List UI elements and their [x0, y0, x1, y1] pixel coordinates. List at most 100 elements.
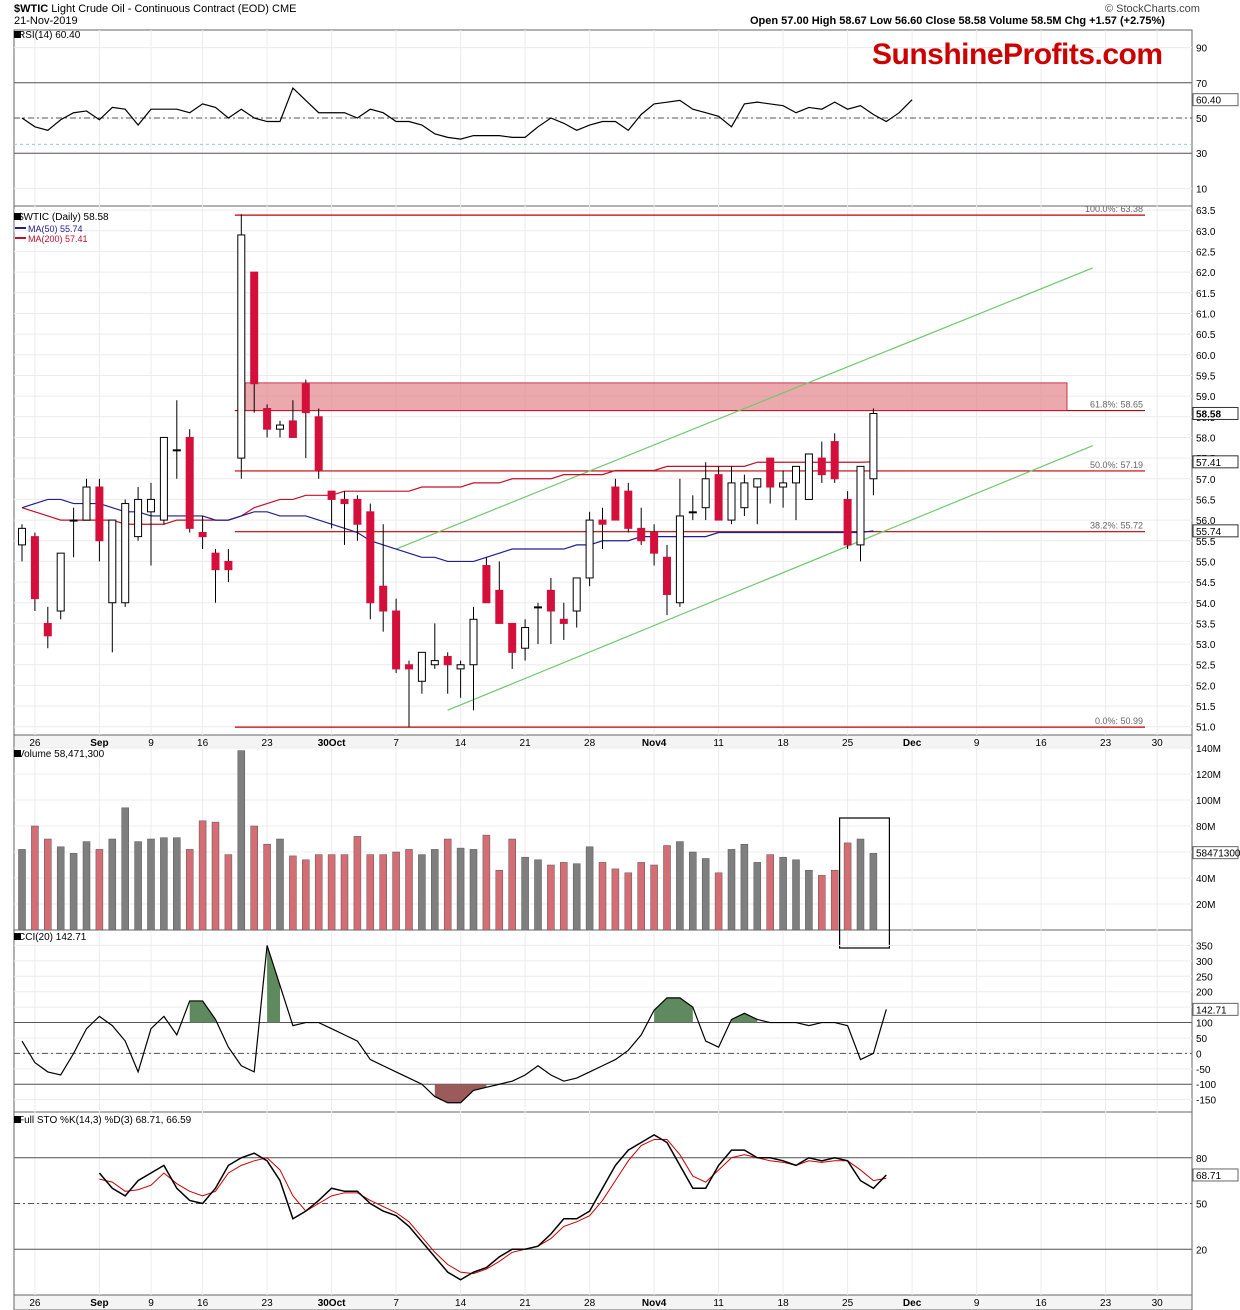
volume-bar: [701, 858, 710, 931]
price-y-tick-label: 52.0: [1196, 681, 1216, 692]
price-y-tick-label: 53.5: [1196, 619, 1216, 630]
candle-body: [624, 490, 633, 529]
volume-bar: [869, 853, 878, 931]
candle-body: [534, 606, 542, 609]
volume-bar: [340, 854, 349, 931]
volume-bar: [676, 841, 684, 931]
volume-bar: [547, 864, 555, 931]
candle-body: [327, 490, 336, 500]
x-tick-label: 23: [1100, 738, 1112, 749]
candle-body: [172, 449, 181, 452]
price-y-tick-label: 62.0: [1196, 268, 1216, 279]
candle-body: [250, 271, 259, 385]
candle-body: [340, 498, 349, 505]
volume-bar: [44, 838, 52, 931]
volume-bar: [560, 862, 568, 931]
exchange: CME: [272, 3, 297, 15]
volume-bar: [585, 846, 594, 931]
rsi-y-tick-label: 70: [1196, 79, 1208, 90]
cci-oversold-area: [434, 1084, 487, 1103]
cci-y-tick-label: 50: [1196, 1034, 1208, 1045]
volume-y-tick-label: 140M: [1196, 744, 1221, 755]
fib-level-label: 100.0%: 63.38: [1085, 204, 1143, 214]
candle-body: [405, 664, 413, 670]
volume-bar: [327, 854, 336, 931]
candle-body: [495, 589, 504, 624]
candle-body: [650, 531, 659, 554]
rsi-y-tick-label: 30: [1196, 149, 1208, 160]
candle-body: [121, 503, 130, 604]
x-tick-label: 16: [1036, 1298, 1048, 1309]
candle-body: [817, 457, 826, 476]
volume-bar: [173, 837, 181, 931]
volume-highlight-box: [838, 817, 890, 949]
instrument-name: Light Crude Oil - Continuous Contract (E…: [51, 3, 269, 15]
candle-body: [430, 660, 439, 666]
watermark: SunshineProfits.com: [872, 38, 1163, 71]
cci-y-tick-label: 100: [1196, 1019, 1213, 1030]
candle-body: [288, 420, 297, 438]
volume-bar: [263, 843, 271, 931]
x-tick-label: 21: [520, 1298, 532, 1309]
volume-bar: [469, 849, 478, 931]
x-axis-strip: [13, 734, 1193, 749]
candle-body: [353, 498, 362, 525]
price-y-tick-label: 55.0: [1196, 557, 1216, 568]
price-y-tick-label: 55.5: [1196, 537, 1216, 548]
x-tick-label: 28: [584, 1298, 596, 1309]
cci-overbought-area: [189, 1000, 216, 1023]
x-tick-label: Sep: [90, 1298, 108, 1309]
volume-y-tick-label: 40M: [1196, 874, 1215, 885]
volume-bar: [276, 838, 284, 931]
price-last-value-label: 58.58: [1196, 409, 1221, 420]
volume-bar: [366, 854, 375, 931]
volume-bar: [779, 856, 787, 931]
volume-bar: [198, 820, 207, 931]
candle-body: [185, 436, 194, 529]
x-tick-label: 30: [1152, 738, 1164, 749]
volume-bar: [392, 851, 400, 931]
x-tick-label: 14: [455, 738, 467, 749]
x-tick-label: 16: [197, 1298, 209, 1309]
candle-body: [469, 618, 478, 666]
volume-bar: [289, 855, 297, 931]
volume-bar: [302, 859, 310, 931]
rsi-y-tick-label: 10: [1196, 184, 1208, 195]
x-tick-label: 11: [713, 738, 724, 749]
candle-body: [572, 577, 581, 612]
candle-body: [611, 486, 620, 521]
volume-title: Volume 58,471,300: [18, 749, 105, 760]
x-tick-label: 28: [584, 738, 596, 749]
candle-body: [211, 552, 220, 571]
volume-bar: [31, 825, 39, 931]
rsi-y-tick-label: 90: [1196, 44, 1208, 55]
price-y-tick-label: 52.5: [1196, 661, 1216, 672]
volume-bar: [766, 854, 774, 931]
candle-body: [18, 527, 26, 546]
volume-bar: [521, 856, 529, 931]
price-y-tick-label: 56.5: [1196, 495, 1216, 506]
volume-bar: [405, 849, 413, 931]
fib-level-label: 38.2%: 55.72: [1090, 521, 1143, 531]
x-tick-label: Dec: [903, 1298, 922, 1309]
volume-bar: [147, 838, 155, 931]
price-last-value-label: 55.74: [1196, 527, 1221, 538]
candle-body: [714, 474, 723, 521]
candle-body: [753, 478, 762, 488]
cci-y-tick-label: -50: [1196, 1065, 1211, 1076]
volume-y-tick-label: 100M: [1196, 796, 1221, 807]
price-y-tick-label: 53.0: [1196, 640, 1216, 651]
cci-y-tick-label: 300: [1196, 957, 1213, 968]
volume-bar: [443, 838, 452, 931]
price-y-tick-label: 62.5: [1196, 247, 1216, 258]
stochastic-y-tick-label: 50: [1196, 1200, 1208, 1211]
volume-bar: [663, 845, 671, 931]
ohlc-summary: Open 57.00 High 58.67 Low 56.60 Close 58…: [750, 15, 1165, 27]
x-tick-label: 9: [974, 738, 980, 749]
price-y-tick-label: 61.0: [1196, 309, 1216, 320]
x-tick-label: Nov4: [642, 738, 667, 749]
x-tick-label: 25: [842, 1298, 854, 1309]
candle-body: [43, 622, 52, 637]
volume-bar: [650, 864, 658, 931]
volume-bar: [689, 851, 697, 931]
